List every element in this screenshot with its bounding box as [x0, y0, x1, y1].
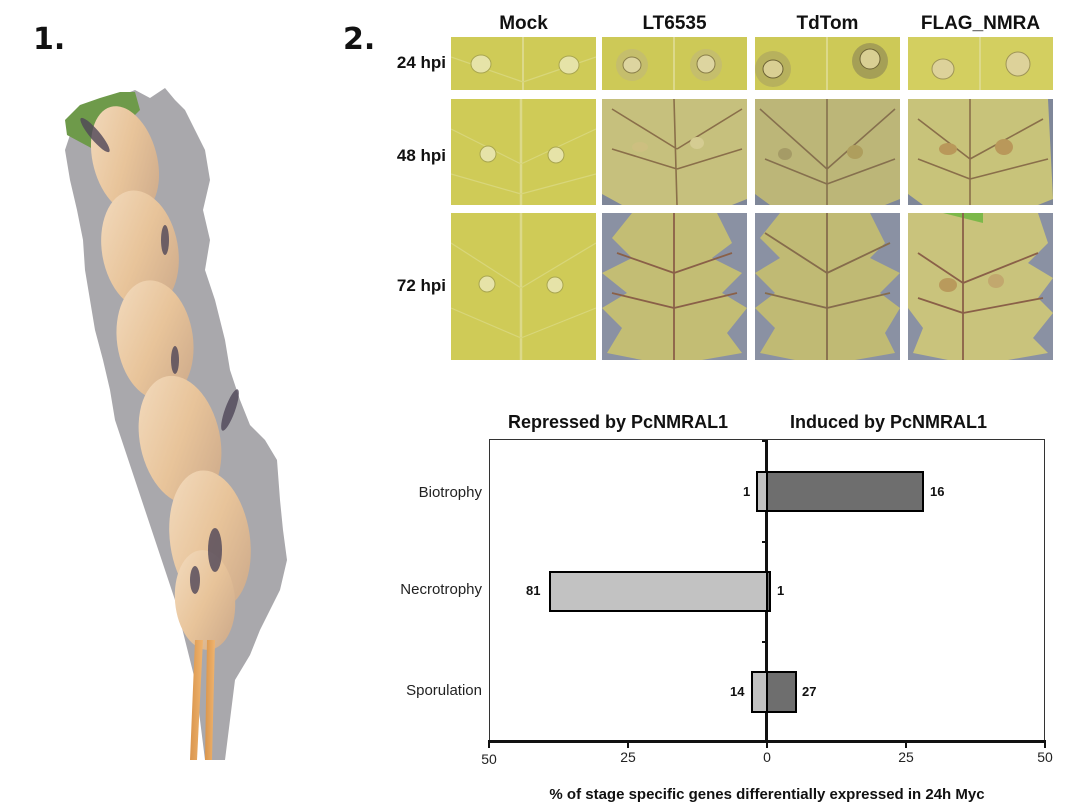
leaf-mock-24hpi — [451, 37, 596, 90]
x-tick-label: 0 — [763, 749, 771, 765]
value-biotrophy-induced: 16 — [930, 484, 945, 499]
leaf-flag-nmra-24hpi — [908, 37, 1053, 90]
x-tick-label: 50 — [1037, 749, 1053, 765]
x-tick — [627, 740, 629, 748]
column-header-lt6535: LT6535 — [642, 13, 707, 34]
bar-biotrophy-induced — [766, 471, 924, 512]
column-header-tdtom: TdTom — [796, 13, 859, 34]
leaf-tdtom-24hpi — [755, 37, 900, 90]
value-necrotrophy-induced: 1 — [777, 583, 785, 598]
x-tick — [766, 740, 768, 748]
wheat-ear-photo — [55, 80, 295, 770]
leaf-mock-48hpi — [451, 99, 596, 205]
column-header-flag-nmra: FLAG_NMRA — [920, 13, 1041, 34]
bar-sporulation-induced — [766, 671, 797, 713]
leaf-mock-72hpi — [451, 213, 596, 360]
row-header-72hpi: 72 hpi — [396, 276, 446, 295]
chart-title-repressed: Repressed by PcNMRAL1 — [508, 412, 729, 432]
x-tick-label: 25 — [620, 749, 636, 765]
value-necrotrophy-repressed: 81 — [526, 583, 541, 598]
row-header-48hpi: 48 hpi — [396, 146, 446, 165]
bar-necrotrophy-induced — [766, 571, 771, 612]
chart-title-induced: Induced by PcNMRAL1 — [790, 412, 988, 432]
x-tick-label: 50 — [481, 751, 497, 767]
panel-2-label: 2. — [343, 22, 376, 57]
row-header-24hpi: 24 hpi — [396, 53, 446, 72]
category-sporulation: Sporulation — [406, 682, 482, 699]
y-tick — [762, 641, 766, 643]
category-biotrophy: Biotrophy — [418, 484, 482, 501]
value-biotrophy-repressed: 1 — [743, 484, 751, 499]
leaf-lt6535-48hpi — [602, 99, 747, 205]
chart-frame — [489, 439, 1045, 741]
bar-necrotrophy-repressed — [549, 571, 769, 612]
y-tick — [762, 541, 766, 543]
leaf-flag-nmra-72hpi — [908, 213, 1053, 360]
x-tick-label: 25 — [898, 749, 914, 765]
leaf-tdtom-72hpi — [755, 213, 900, 360]
category-necrotrophy: Necrotrophy — [400, 581, 482, 598]
panel-1-label: 1. — [33, 22, 66, 57]
x-axis-title: % of stage specific genes differentially… — [549, 786, 985, 803]
value-sporulation-repressed: 14 — [730, 684, 745, 699]
value-sporulation-induced: 27 — [802, 684, 817, 699]
leaf-lt6535-72hpi — [602, 213, 747, 360]
x-tick — [1044, 740, 1046, 748]
wheat-ear-icon — [65, 88, 287, 760]
y-tick — [762, 440, 766, 442]
leaf-flag-nmra-48hpi — [908, 99, 1053, 205]
x-tick — [905, 740, 907, 748]
leaf-tdtom-48hpi — [755, 99, 900, 205]
x-tick — [488, 740, 490, 748]
leaf-lt6535-24hpi — [602, 37, 747, 90]
column-header-mock: Mock — [499, 13, 548, 34]
